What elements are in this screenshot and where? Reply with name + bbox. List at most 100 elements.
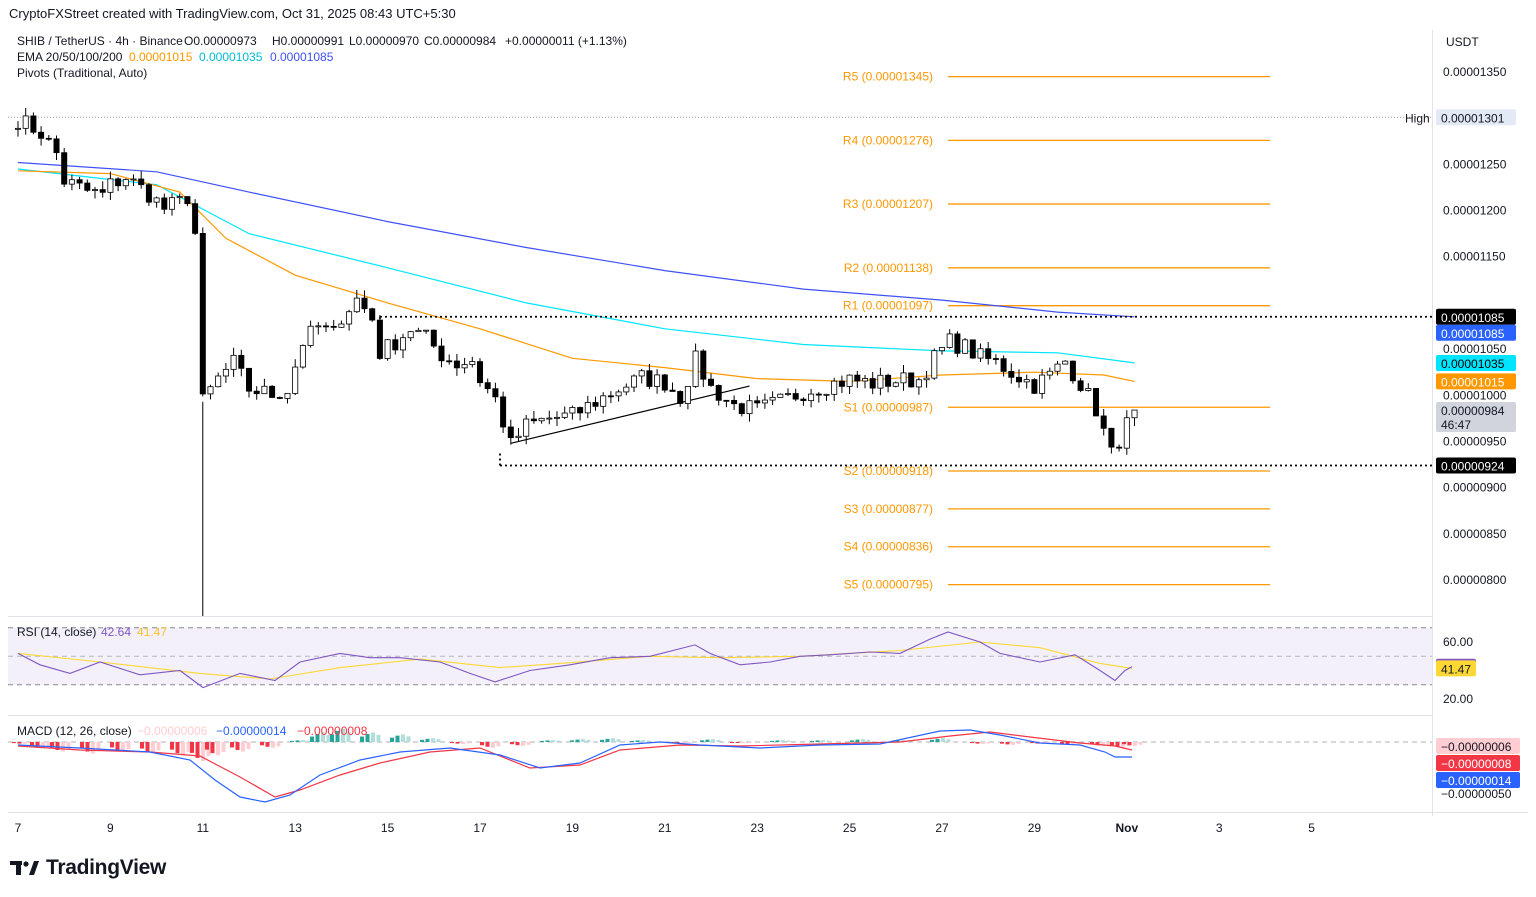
macd-hist-bar (686, 742, 691, 743)
candle-body (838, 380, 845, 387)
macd-hist-bar (151, 742, 155, 754)
candle-body (892, 382, 899, 387)
macd-hist-bar (775, 740, 780, 742)
price-axis[interactable]: 0.00001350 0.00001250 0.00001200 0.00001150… (1405, 65, 1516, 587)
legend-high: H0.00000991 (272, 34, 344, 48)
currency-label[interactable]: USDT (1446, 35, 1479, 49)
macd-hist-bar (230, 742, 234, 748)
macd-hist-bar (365, 734, 370, 742)
macd-hist-bar (1101, 742, 1105, 746)
macd-hist-bar (360, 736, 364, 742)
macd-hist-bar (635, 740, 640, 742)
macd-hist-bar (66, 742, 71, 750)
macd-hist-bar (781, 740, 785, 742)
candle-body (153, 197, 160, 203)
candle-body (862, 378, 869, 382)
candle-body (369, 308, 376, 321)
price-tag-value: 0.00000984 (1441, 404, 1505, 418)
candle-body (1046, 370, 1053, 376)
countdown-label: 46:47 (1441, 418, 1471, 432)
pivot-label-r5: R5 (0.00001345) (843, 70, 933, 84)
rsi-pane: 60.00 20.00 42.64 41.47 (8, 627, 1476, 706)
rsi-line (17, 631, 1133, 689)
macd-hist-bar (401, 734, 405, 742)
candle-body (785, 393, 792, 395)
macd-tag-value: −0.00000050 (1441, 787, 1512, 801)
candle-body (1031, 379, 1038, 394)
macd-tag-bg (1436, 738, 1520, 754)
candle-body (831, 380, 838, 395)
macd-hist-bar (55, 742, 60, 750)
macd-hist-bar (935, 738, 940, 742)
macd-hist-bar (700, 740, 704, 742)
macd-hist-bar (1115, 742, 1120, 747)
candle-body (900, 372, 907, 384)
candle-body (869, 378, 876, 389)
time-axis[interactable]: 7 9 11 13 15 17 19 21 23 25 27 29 Nov 3 5 (15, 821, 1316, 835)
macd-hist-bar (41, 742, 45, 748)
candle-body (376, 319, 383, 359)
x-tick-label: 21 (658, 821, 672, 835)
candle-body (199, 232, 206, 395)
pivot-label-s3: S3 (0.00000877) (844, 502, 933, 516)
macd-hist-bar (866, 739, 871, 742)
candle-body (61, 152, 68, 185)
candle-body (145, 184, 152, 203)
macd-hist-bar (515, 742, 520, 746)
candles (14, 108, 1138, 616)
candle-body (731, 399, 738, 405)
candle-body (415, 329, 422, 333)
candle-body (500, 396, 507, 428)
time-axis-border (8, 812, 1528, 813)
candle-body (1108, 427, 1115, 448)
candle-body (885, 374, 892, 387)
candle-body (708, 378, 715, 386)
macd-hist-bar (341, 728, 345, 742)
candle-body (854, 374, 861, 382)
macd-hist-bar (526, 742, 531, 745)
legend-ema-label: EMA 20/50/100/200 (17, 50, 123, 64)
macd-tag-value: −0.00000008 (1441, 757, 1512, 771)
macd-hist-bar (895, 740, 900, 742)
rsi-ma-value: 41.47 (137, 625, 167, 639)
candle-body (461, 364, 468, 369)
candle-body (877, 374, 884, 389)
macd-hist-bar (1090, 742, 1094, 745)
candle-body (299, 345, 306, 368)
candle-body (1077, 380, 1084, 391)
tradingview-logo[interactable]: TradingView (10, 856, 166, 880)
macd-hist-bar (195, 742, 200, 758)
macd-hist-bar (121, 742, 125, 752)
macd-hist-bar (521, 742, 525, 746)
candle-body (92, 189, 99, 191)
macd-hist-bar (855, 739, 860, 742)
candle-body (1054, 363, 1061, 372)
candle-body (1123, 417, 1130, 449)
y-tick-label: 0.00001150 (1443, 250, 1506, 264)
macd-hist-bar (1016, 742, 1021, 745)
legend-low: L0.00000970 (349, 34, 419, 48)
candle-body (1008, 371, 1015, 378)
macd-hist-bar (986, 742, 991, 744)
pivot-label-s4: S4 (0.00000836) (844, 540, 933, 554)
candle-body (130, 178, 137, 181)
candle-body (99, 189, 106, 193)
macd-hist-bar (17, 742, 22, 744)
macd-hist-bar (630, 740, 634, 742)
candle-body (346, 311, 353, 325)
macd-hist-bar (46, 742, 51, 747)
rsi-tick-label: 60.00 (1443, 635, 1473, 649)
macd-hist-bar (315, 734, 320, 742)
macd-hist-bar (420, 739, 424, 742)
pivot-label-s5: S5 (0.00000795) (844, 578, 933, 592)
candle-body (746, 400, 753, 415)
pivot-label-s1: S1 (0.00000987) (844, 400, 933, 414)
candle-body (22, 115, 29, 129)
rsi-ma-line (17, 641, 1133, 680)
candle-body (38, 131, 45, 139)
legend-open: O0.00000973 (184, 34, 257, 48)
candle-body (939, 347, 946, 352)
x-tick-label: 5 (1308, 821, 1315, 835)
macd-line-value: −0.00000014 (216, 724, 287, 738)
